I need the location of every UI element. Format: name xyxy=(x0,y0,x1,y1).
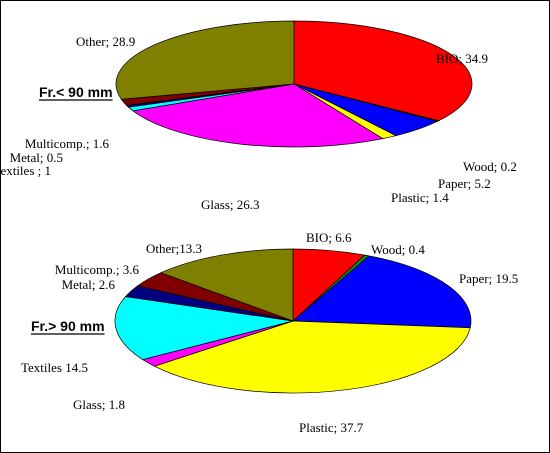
pie-chart-coarse-fraction: BIO; 6.6 Wood; 0.4 Paper; 19.5 Plastic; 37.… xyxy=(21,230,518,435)
slice-bio xyxy=(293,20,473,122)
label-plastic: Plastic; 1.4 xyxy=(391,190,449,205)
pie-labels: BIO; 6.6 Wood; 0.4 Paper; 19.5 Plastic; 37.… xyxy=(21,230,518,435)
label-metal: Metal; 0.5 xyxy=(10,150,63,165)
slice-glass xyxy=(132,83,384,148)
slice-other xyxy=(115,20,295,100)
label-textiles: Textiles ; 1 xyxy=(1,163,51,178)
label-other: Other; 28.9 xyxy=(76,34,135,49)
label-wood: Wood; 0.2 xyxy=(463,159,517,174)
slice-other xyxy=(160,248,294,322)
label-paper: Paper; 19.5 xyxy=(459,271,518,286)
label-plastic: Plastic; 37.7 xyxy=(299,420,364,435)
pie-top xyxy=(115,20,473,148)
label-metal: Metal; 2.6 xyxy=(62,277,116,292)
label-multicomp: Multicomp.; 1.6 xyxy=(25,136,110,151)
label-glass: Glass; 26.3 xyxy=(201,197,260,212)
fraction-title: Fr.< 90 mm xyxy=(39,84,113,100)
slice-plastic xyxy=(153,320,471,394)
label-glass: Glass; 1.8 xyxy=(73,397,125,412)
slice-textiles xyxy=(114,296,294,360)
label-bio: BIO; 34.9 xyxy=(436,51,488,66)
label-bio: BIO; 6.6 xyxy=(306,230,352,245)
label-wood: Wood; 0.4 xyxy=(371,242,425,257)
fraction-title: Fr.> 90 mm xyxy=(31,318,105,334)
pie-top xyxy=(114,248,472,394)
label-other: Other;13.3 xyxy=(146,241,202,256)
label-multicomp: Multicomp.; 3.6 xyxy=(55,262,140,277)
slice-paper xyxy=(292,255,472,329)
label-textiles: Textiles 14.5 xyxy=(21,360,88,375)
label-paper: Paper; 5.2 xyxy=(438,176,491,191)
